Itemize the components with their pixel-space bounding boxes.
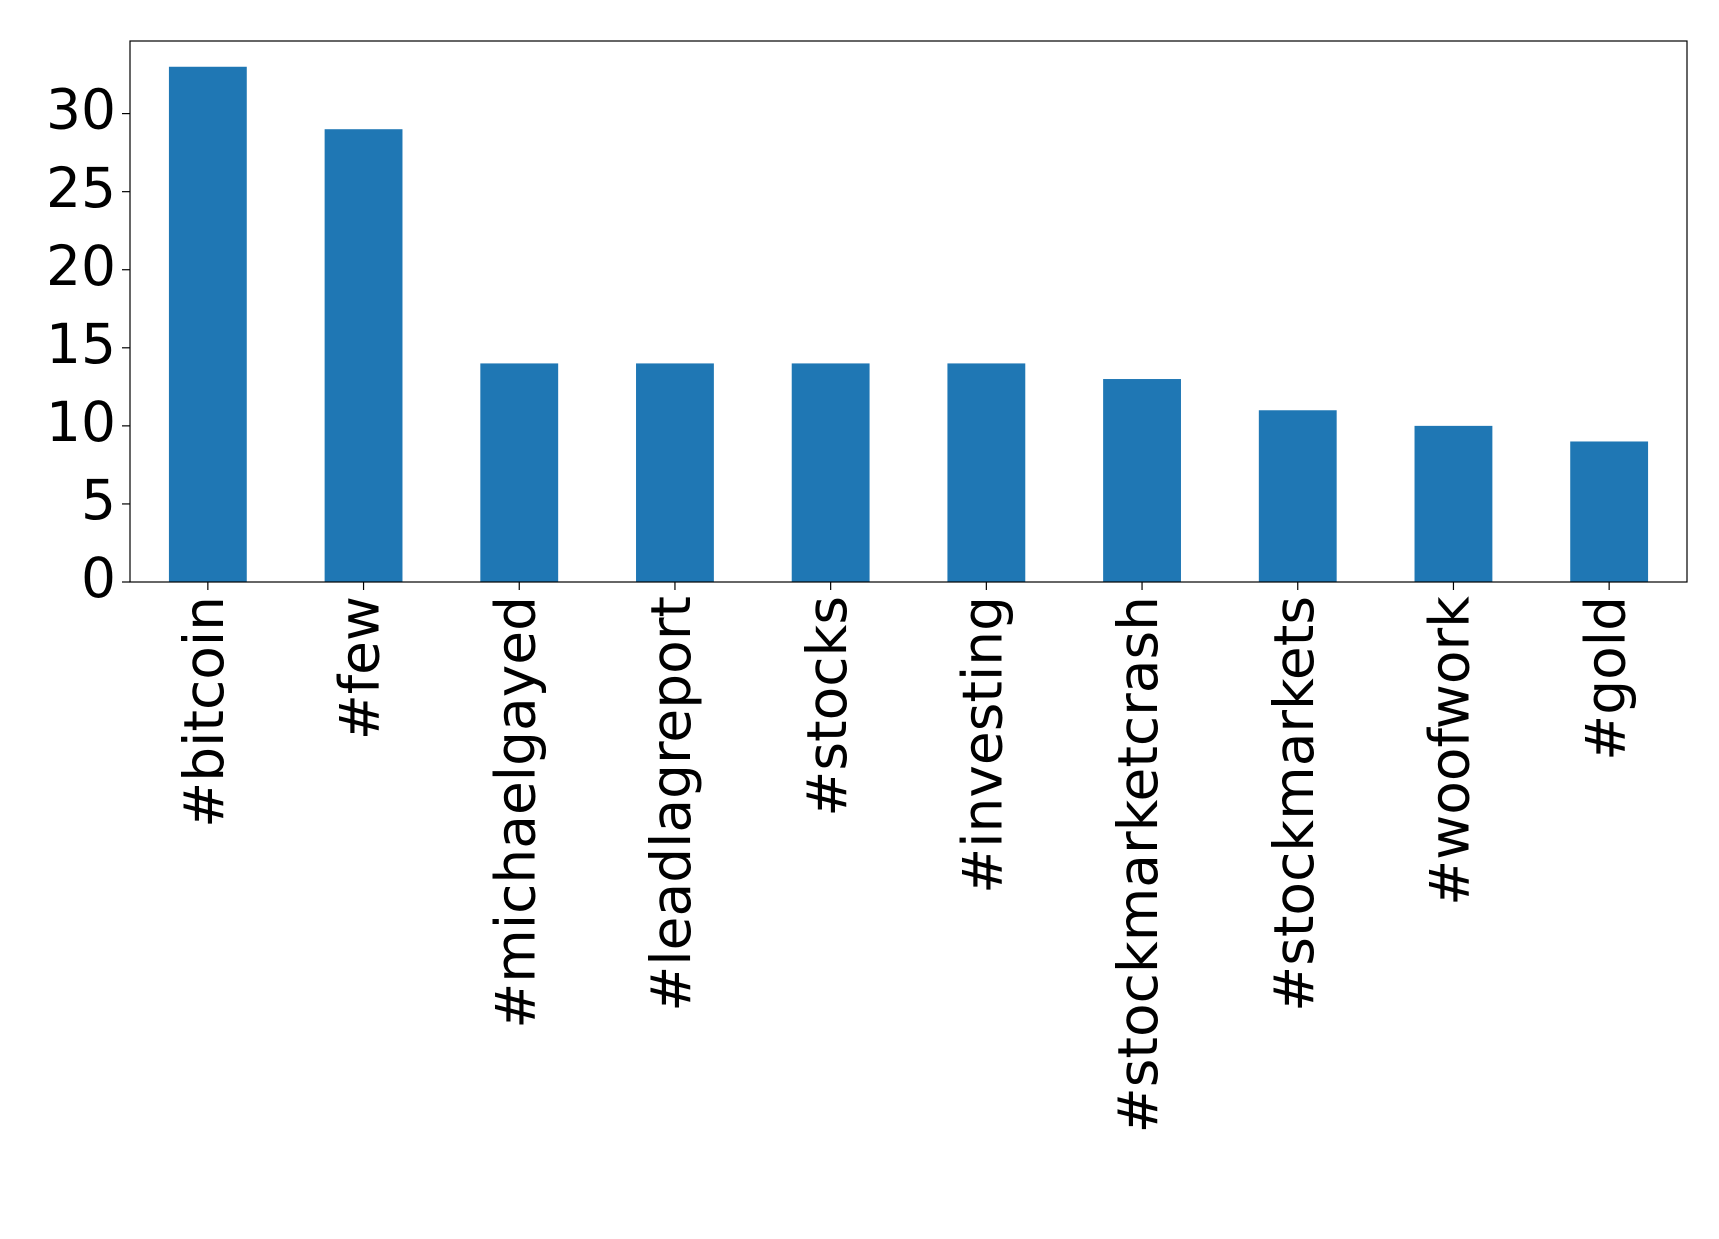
bar	[947, 363, 1026, 582]
x-tick-label: #few	[328, 596, 392, 740]
y-tick-label: 20	[46, 234, 116, 298]
bar	[1414, 425, 1493, 582]
x-tick-label: #stockmarkets	[1262, 596, 1326, 1012]
x-tick-label: #gold	[1573, 596, 1637, 761]
x-tick-label: #investing	[950, 596, 1014, 894]
bar	[168, 66, 247, 582]
bar	[791, 363, 870, 582]
bar	[324, 129, 403, 582]
x-tick-label: #woofwork	[1418, 596, 1482, 906]
bar	[636, 363, 714, 582]
y-tick-label: 25	[46, 156, 116, 220]
y-tick-label: 15	[46, 312, 116, 376]
y-tick-label: 30	[46, 78, 116, 142]
bar	[480, 363, 559, 582]
y-tick-label: 5	[81, 468, 116, 532]
x-tick-label: #stocks	[795, 596, 859, 817]
x-tick-label: #michaelgayed	[483, 596, 547, 1029]
y-tick-label: 10	[46, 390, 116, 454]
plot-frame	[129, 40, 1688, 583]
bar	[1258, 410, 1337, 582]
x-tick-label: #stockmarketcrash	[1106, 596, 1170, 1133]
y-tick-label: 0	[81, 546, 116, 610]
bar	[1570, 441, 1649, 582]
x-tick-label: #bitcoin	[172, 596, 236, 828]
bar	[1103, 379, 1181, 582]
x-tick-label: #leadlagreport	[639, 596, 703, 1012]
